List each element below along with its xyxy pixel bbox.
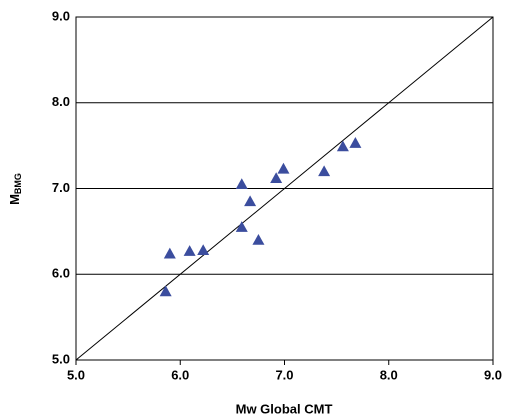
point [252, 233, 265, 245]
plot-frame [75, 16, 494, 361]
y-tick-label: 7.0 [52, 180, 70, 195]
y-tick-label: 9.0 [52, 8, 70, 23]
x-tick-label: 8.0 [380, 367, 398, 382]
y-label-main: M [7, 194, 22, 205]
point [183, 245, 196, 256]
y-axis-label: MBMG [7, 173, 23, 205]
x-tick-label: 6.0 [171, 367, 189, 382]
point [197, 244, 210, 256]
point [277, 162, 290, 174]
point [159, 285, 172, 297]
x-tick-label: 5.0 [67, 367, 85, 382]
point [235, 221, 248, 232]
point [336, 140, 349, 152]
x-axis-label: Mw Global CMT [236, 401, 333, 416]
point [318, 165, 331, 177]
point [163, 247, 176, 259]
y-tick-label: 8.0 [52, 94, 70, 109]
y-label-subscript: BMG [13, 173, 23, 194]
point [244, 195, 257, 207]
point [349, 137, 362, 148]
one-to-one-line [75, 16, 494, 361]
y-tick-label: 5.0 [52, 351, 70, 366]
point [270, 172, 283, 184]
point [235, 178, 248, 190]
x-tick-label: 7.0 [275, 367, 293, 382]
x-tick-label: 9.0 [484, 367, 502, 382]
y-tick-label: 6.0 [52, 266, 70, 281]
